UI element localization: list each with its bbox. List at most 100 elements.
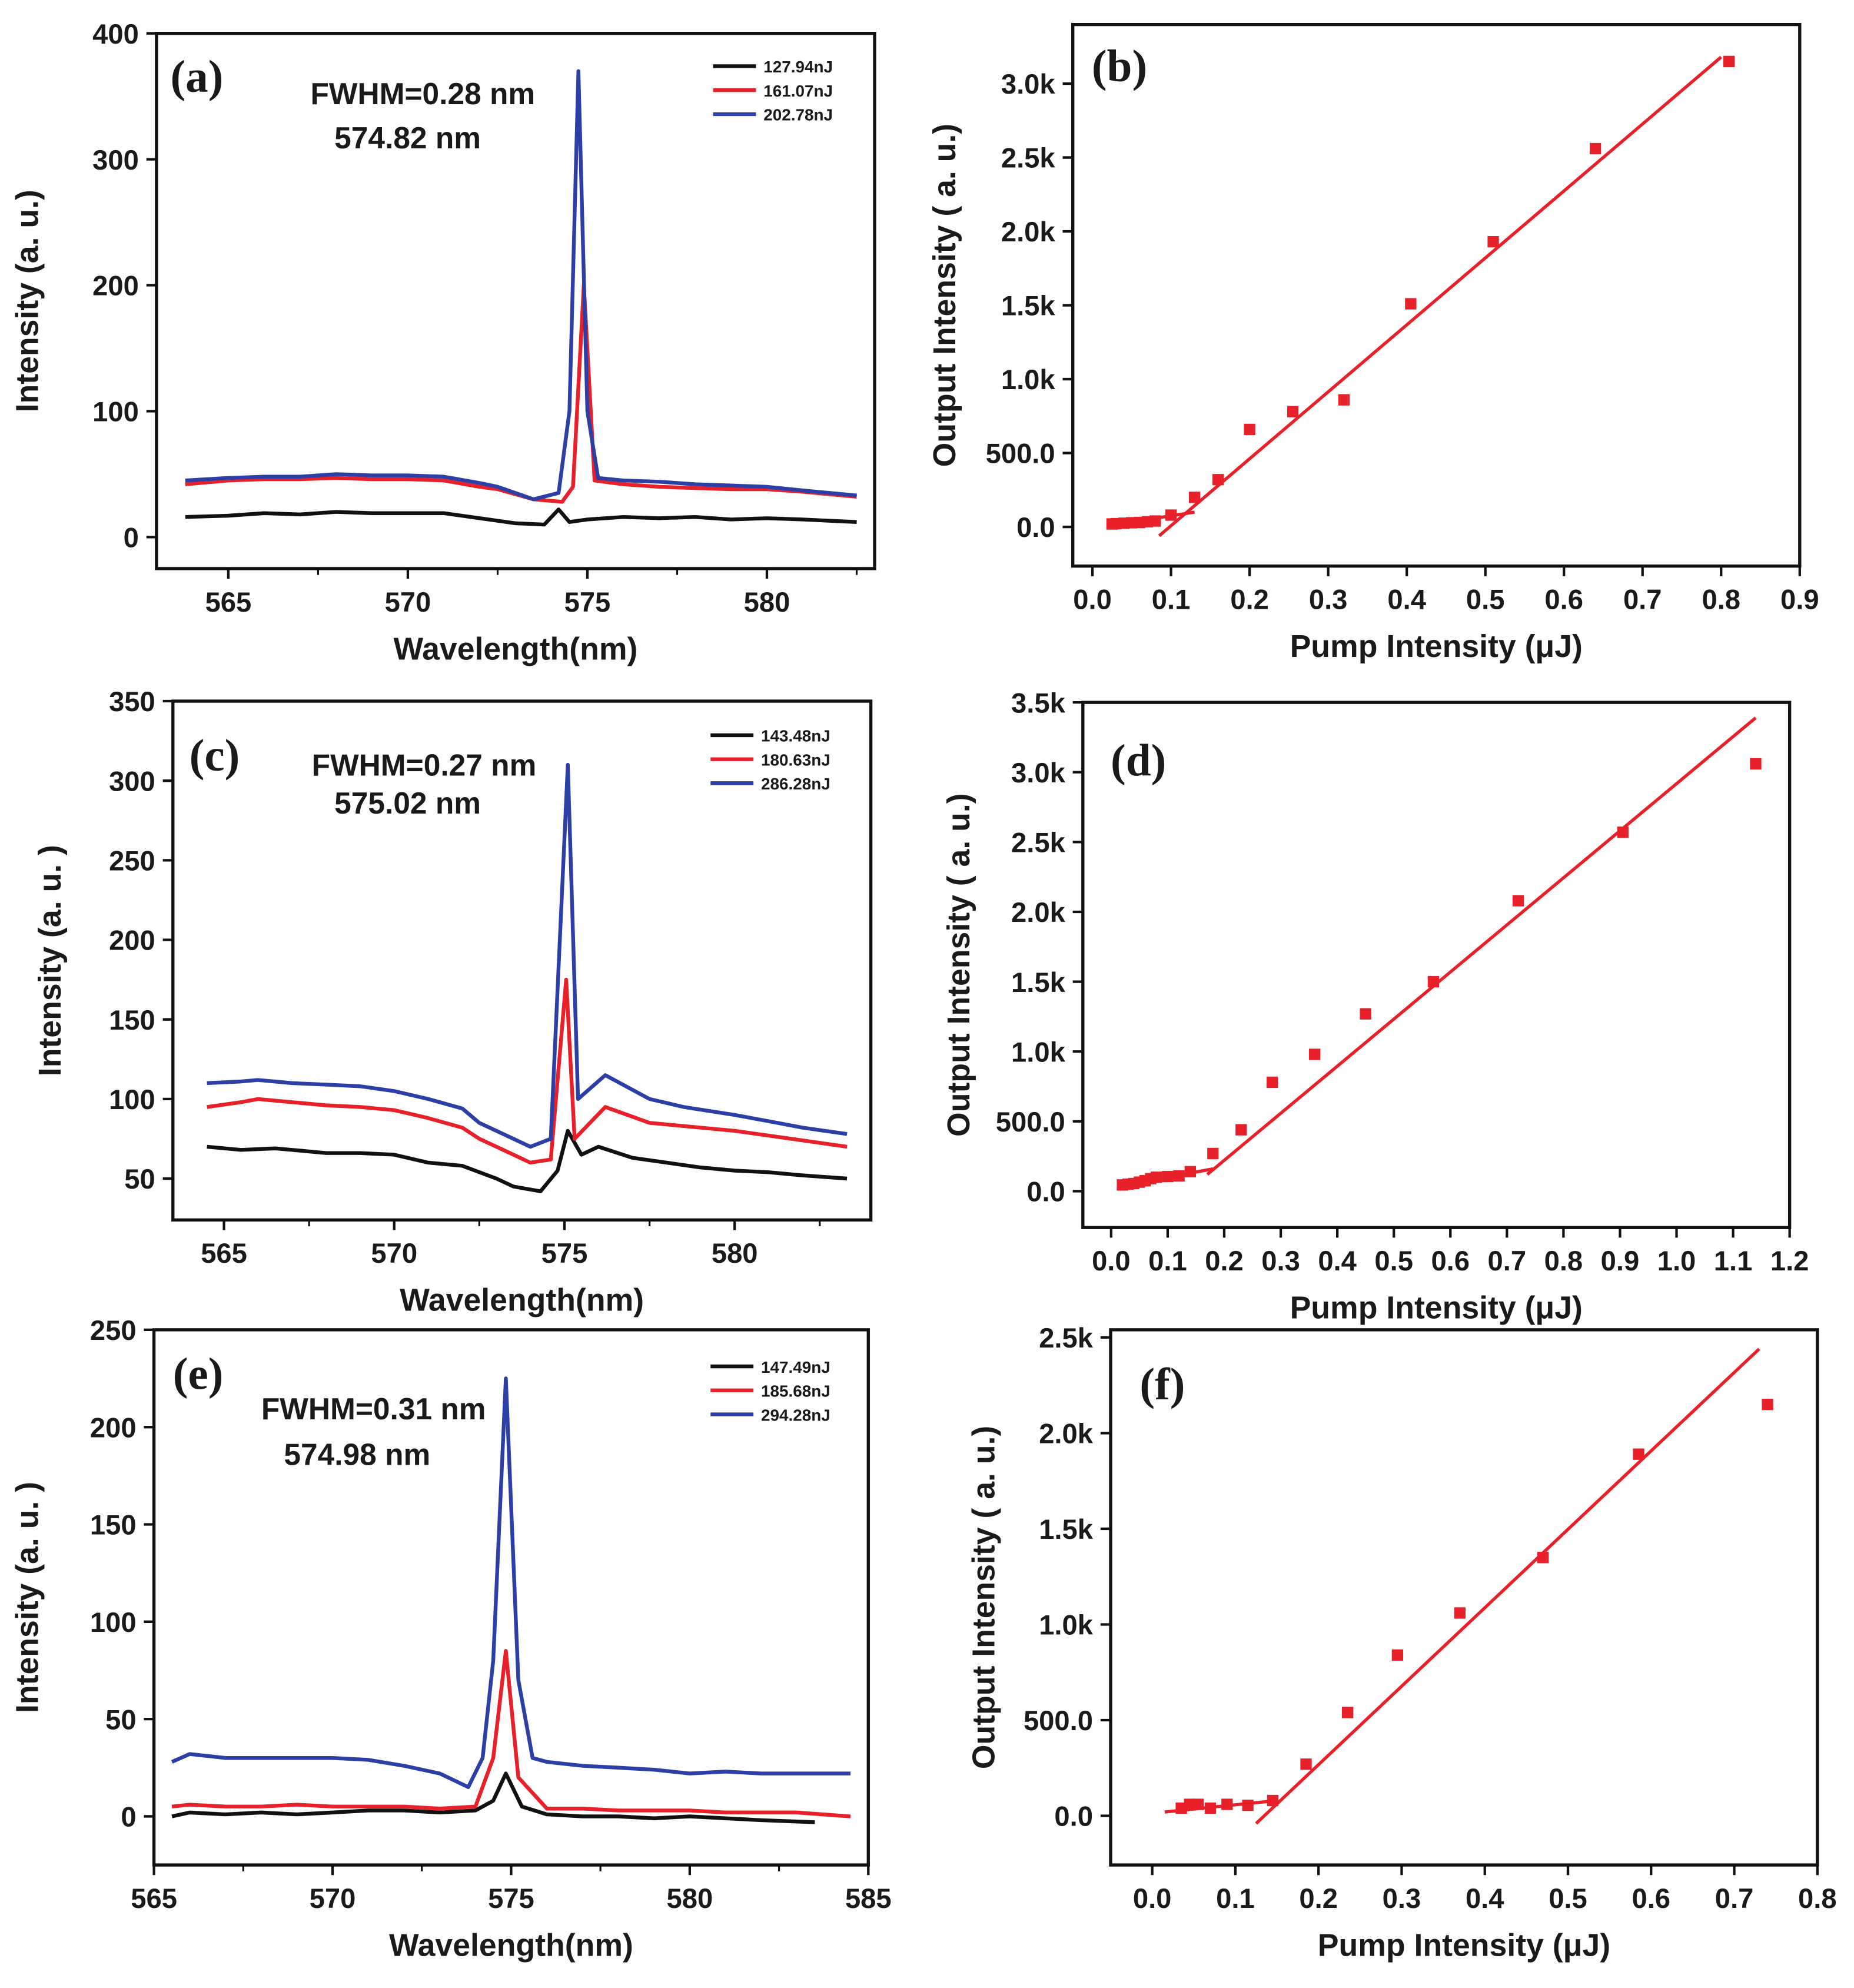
x-tick-label: 1.1: [1714, 1245, 1753, 1276]
data-point: [1309, 1048, 1321, 1060]
data-point: [1212, 474, 1224, 486]
series-line-202.78nJ: [185, 69, 857, 502]
x-tick-label: 570: [371, 1237, 417, 1269]
legend-label: 147.49nJ: [761, 1358, 830, 1376]
x-tick-label: 0.1: [1152, 583, 1191, 615]
y-tick-label: 200: [109, 925, 155, 956]
y-tick-label: 1.0k: [1001, 364, 1056, 395]
y-tick-label: 0.0: [1026, 1176, 1065, 1207]
x-tick-label: 0.5: [1374, 1245, 1413, 1276]
y-tick-label: 0.0: [1016, 512, 1055, 543]
data-point: [1149, 515, 1161, 527]
y-tick-label: 500.0: [996, 1106, 1065, 1137]
data-point: [1512, 895, 1524, 907]
panel-a: 127.94nJ 161.07nJ 202.78nJ FWHM=0.28 nm 574.…: [9, 18, 876, 666]
x-tick-label: 575: [541, 1237, 588, 1269]
legend-label: 161.07nJ: [763, 82, 833, 100]
y-tick-label: 500.0: [986, 438, 1055, 469]
series-line-143.48nJ: [207, 1129, 848, 1193]
data-point: [1184, 1166, 1196, 1177]
data-point: [1173, 1170, 1185, 1182]
x-tick-label: 575: [564, 586, 611, 618]
legend-label: 286.28nJ: [761, 775, 830, 793]
plot-frame: [1071, 22, 1802, 568]
x-tick-label: 0.0: [1133, 1883, 1172, 1914]
y-tick-label: 300: [92, 144, 139, 175]
y-axis-label: Intensity (a. u. ): [32, 845, 68, 1076]
data-point: [1221, 1798, 1233, 1810]
x-tick-label: 0.8: [1702, 583, 1740, 615]
x-tick-label: 0.0: [1073, 583, 1112, 615]
data-point: [1162, 1170, 1174, 1183]
data-point: [1589, 142, 1602, 155]
x-axis-label: Pump Intensity (μJ): [1318, 1927, 1610, 1963]
y-tick-label: 2.0k: [1001, 216, 1056, 247]
data-point: [1454, 1607, 1466, 1619]
y-tick-label: 150: [90, 1509, 137, 1541]
y-tick-label: 3.0k: [1001, 68, 1056, 99]
x-tick-label: 0.3: [1261, 1245, 1300, 1276]
y-axis-label: Intensity (a. u.): [9, 190, 45, 412]
x-tick-label: 0.2: [1230, 583, 1269, 615]
data-point: [1204, 1802, 1217, 1814]
plot-frame: [1109, 1328, 1819, 1867]
x-axis-label: Wavelength(nm): [400, 1283, 644, 1318]
data-point: [1300, 1758, 1312, 1770]
panel-label: (b): [1092, 41, 1147, 91]
y-tick-label: 200: [92, 270, 139, 301]
x-tick-label: 0.1: [1216, 1883, 1255, 1914]
panel-label: (a): [170, 51, 223, 101]
data-point: [1487, 235, 1499, 248]
series-line-286.28nJ: [207, 762, 848, 1149]
x-axis-label: Wavelength(nm): [389, 1927, 633, 1963]
y-tick-label: 400: [92, 18, 139, 49]
x-tick-label: 0.3: [1309, 583, 1348, 615]
panel-label: (f): [1139, 1359, 1185, 1409]
fit-line: [1255, 1348, 1760, 1825]
plot-area: [1164, 1348, 1773, 1825]
data-point: [1762, 1399, 1773, 1410]
y-axis-label: Intensity (a. u. ): [9, 1482, 45, 1713]
annotation: FWHM=0.31 nm: [261, 1392, 486, 1426]
y-tick-label: 200: [90, 1412, 137, 1443]
series-line-127.94nJ: [185, 507, 857, 527]
x-axis-label: Pump Intensity (μJ): [1290, 1290, 1583, 1326]
x-tick-label: 0.6: [1544, 583, 1583, 615]
legend-label: 202.78nJ: [763, 106, 833, 124]
x-tick-label: 0.9: [1780, 583, 1819, 615]
panel-label: (d): [1111, 735, 1166, 786]
data-point: [1391, 1649, 1404, 1661]
x-axis-label: Wavelength(nm): [394, 631, 638, 666]
x-tick-label: 0.1: [1148, 1245, 1187, 1276]
y-tick-label: 100: [109, 1084, 155, 1115]
data-point: [1192, 1798, 1204, 1810]
y-tick-label: 2.5k: [1011, 827, 1066, 858]
plot-frame: [171, 699, 873, 1222]
legend-label: 127.94nJ: [763, 58, 833, 76]
plot-frame: [155, 31, 876, 570]
y-tick-label: 1.0k: [1039, 1609, 1094, 1641]
panel-f: 0.0 0.1 0.2 0.3 0.4 0.5 0.6 0.7 0.8 0.0 500.0 1.0k 1…: [966, 1322, 1837, 1963]
data-point: [1267, 1794, 1279, 1807]
annotation: 575.02 nm: [334, 786, 481, 820]
data-point: [1207, 1147, 1219, 1160]
fit-line: [1206, 716, 1757, 1176]
series-line-294.28nJ: [171, 1376, 851, 1789]
y-tick-label: 500.0: [1024, 1705, 1093, 1736]
series-line-180.63nJ: [207, 977, 848, 1165]
x-tick-label: 0.6: [1431, 1245, 1470, 1276]
x-tick-label: 0.5: [1549, 1883, 1587, 1914]
y-tick-label: 150: [109, 1004, 155, 1036]
legend-label: 294.28nJ: [761, 1406, 830, 1424]
x-tick-label: 0.2: [1205, 1245, 1244, 1276]
series-line-161.07nJ: [185, 283, 857, 504]
y-tick-label: 2.0k: [1011, 897, 1066, 928]
data-point: [1633, 1448, 1644, 1460]
legend-label: 143.48nJ: [761, 727, 830, 745]
panel-label: (c): [190, 730, 240, 781]
y-tick-label: 100: [92, 396, 139, 427]
x-tick-label: 0.9: [1601, 1245, 1640, 1276]
panel-e: 147.49nJ 185.68nJ 294.28nJ FWHM=0.31 nm 574.…: [9, 1315, 891, 1963]
plot-area: [1106, 55, 1735, 537]
x-tick-label: 0.4: [1318, 1245, 1357, 1276]
